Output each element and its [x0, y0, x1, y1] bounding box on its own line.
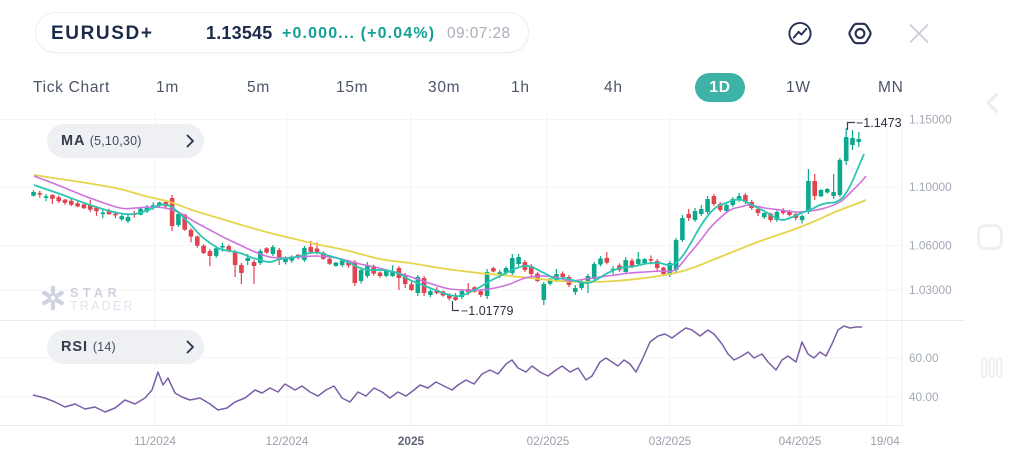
svg-text:40.00: 40.00 [909, 390, 939, 404]
svg-text:STAR: STAR [70, 286, 121, 300]
svg-text:−1.1473: −1.1473 [856, 116, 902, 130]
svg-text:1.06000: 1.06000 [909, 239, 952, 253]
svg-text:60.00: 60.00 [909, 351, 939, 365]
svg-text:12/2024: 12/2024 [266, 434, 309, 448]
svg-text:19/04: 19/04 [870, 434, 900, 448]
svg-text:1.15000: 1.15000 [909, 113, 952, 127]
svg-text:−1.01779: −1.01779 [461, 304, 514, 318]
svg-text:02/2025: 02/2025 [527, 434, 570, 448]
svg-text:1.03000: 1.03000 [909, 283, 952, 297]
svg-text:TRADER: TRADER [70, 299, 135, 313]
svg-text:11/2024: 11/2024 [134, 434, 176, 448]
svg-text:1.10000: 1.10000 [909, 180, 952, 194]
svg-text:03/2025: 03/2025 [649, 434, 692, 448]
svg-text:2025: 2025 [398, 434, 425, 448]
svg-text:04/2025: 04/2025 [779, 434, 822, 448]
